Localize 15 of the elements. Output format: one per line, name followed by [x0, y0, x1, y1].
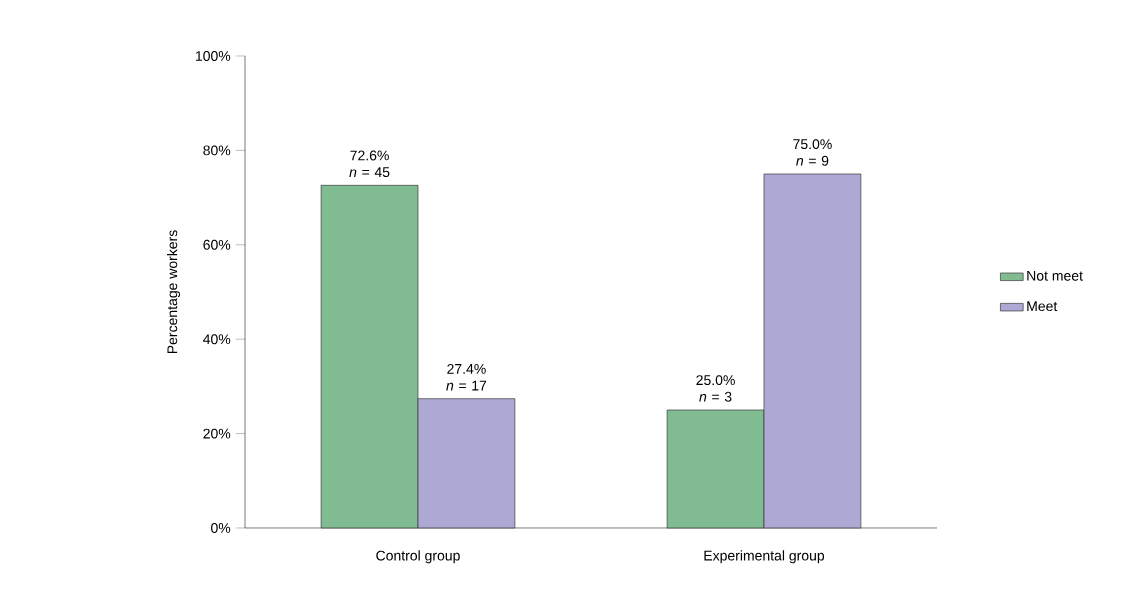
y-tick-label: 60%: [203, 239, 231, 250]
x-tick-label: Control group: [376, 550, 460, 564]
y-tick-label: 0%: [211, 523, 231, 533]
data-label: 27.4% n = 17: [446, 363, 487, 391]
y-tick-label: 100%: [196, 51, 231, 61]
data-label: 72.6% n = 45: [349, 150, 390, 178]
data-label: 25.0% n = 3: [696, 375, 735, 402]
y-axis-title: Percentage workers: [166, 230, 180, 354]
y-tick-label: 20%: [203, 428, 231, 439]
y-tick-label: 40%: [203, 334, 231, 345]
legend-label: Meet: [1027, 301, 1058, 312]
y-tick-label: 80%: [203, 145, 231, 156]
data-label: 75.0% n = 9: [793, 139, 832, 166]
legend-label: Not meet: [1027, 270, 1083, 281]
x-tick-label: Experimental group: [704, 550, 825, 564]
